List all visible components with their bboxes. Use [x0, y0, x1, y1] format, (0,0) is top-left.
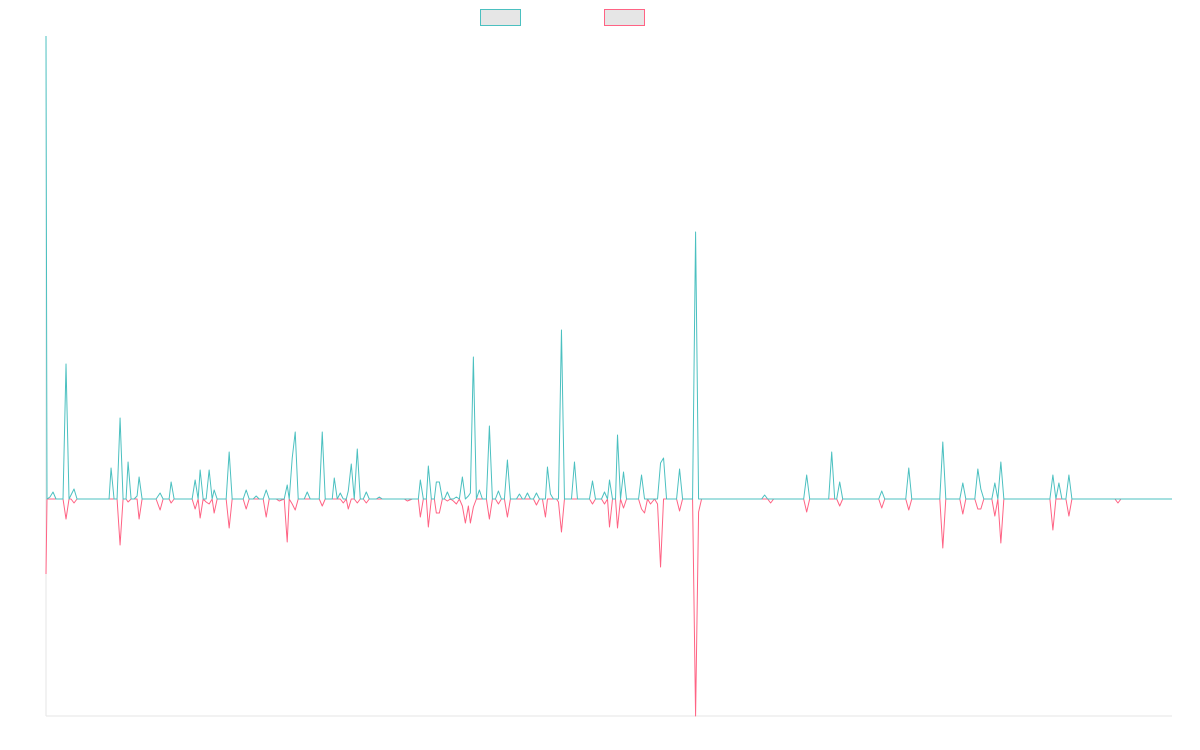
series-line-1: [45, 35, 1172, 500]
series-line-2: [45, 498, 1172, 717]
plot-area: [45, 35, 1172, 717]
legend-item-2[interactable]: [604, 9, 645, 26]
axes: [45, 36, 1172, 717]
legend-swatch-2: [604, 9, 645, 26]
legend-item-1[interactable]: [480, 9, 521, 26]
legend: [480, 9, 645, 26]
legend-swatch-1: [480, 9, 521, 26]
